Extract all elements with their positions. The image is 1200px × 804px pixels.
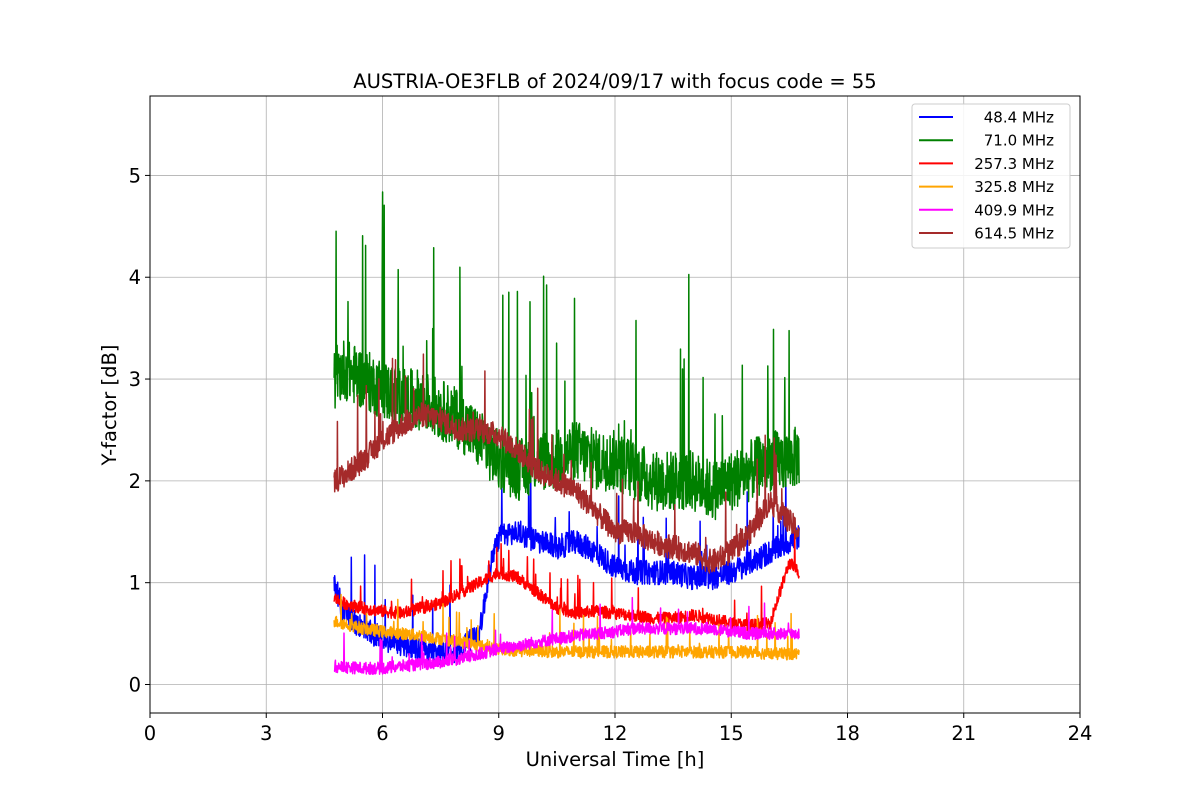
series-line [333,353,800,574]
series-line [333,191,800,521]
y-axis-label: Y-factor [dB] [98,345,121,467]
series-layer [333,191,800,675]
x-tick-label: 15 [719,722,744,745]
y-tick-label: 0 [129,673,141,696]
legend-label: 325.8 MHz [974,178,1054,196]
x-tick-label: 12 [603,722,628,745]
legend-label: 71.0 MHz [984,132,1054,150]
x-tick-label: 0 [144,722,156,745]
chart-title: AUSTRIA-OE3FLB of 2024/09/17 with focus … [353,70,876,93]
y-tick-label: 4 [129,266,141,289]
x-tick-label: 9 [493,722,505,745]
legend-label: 257.3 MHz [974,155,1054,173]
series-line [333,593,800,661]
x-tick-label: 3 [260,722,272,745]
y-tick-label: 3 [129,368,141,391]
x-tick-label: 21 [951,722,976,745]
legend-label: 614.5 MHz [974,225,1054,243]
y-tick-label: 1 [129,572,141,595]
y-tick-label: 5 [129,164,141,187]
x-tick-label: 18 [835,722,860,745]
legend-label: 409.9 MHz [974,201,1054,219]
x-axis-label: Universal Time [h] [526,748,705,771]
series-line [333,457,800,666]
legend-label: 48.4 MHz [984,109,1054,127]
x-tick-label: 24 [1068,722,1093,745]
series-line [333,596,800,675]
legend: 48.4 MHz 71.0 MHz 257.3 MHz 325.8 MHz 409.9 … [911,103,1071,249]
y-tick-label: 2 [129,470,141,493]
x-tick-label: 6 [376,722,388,745]
